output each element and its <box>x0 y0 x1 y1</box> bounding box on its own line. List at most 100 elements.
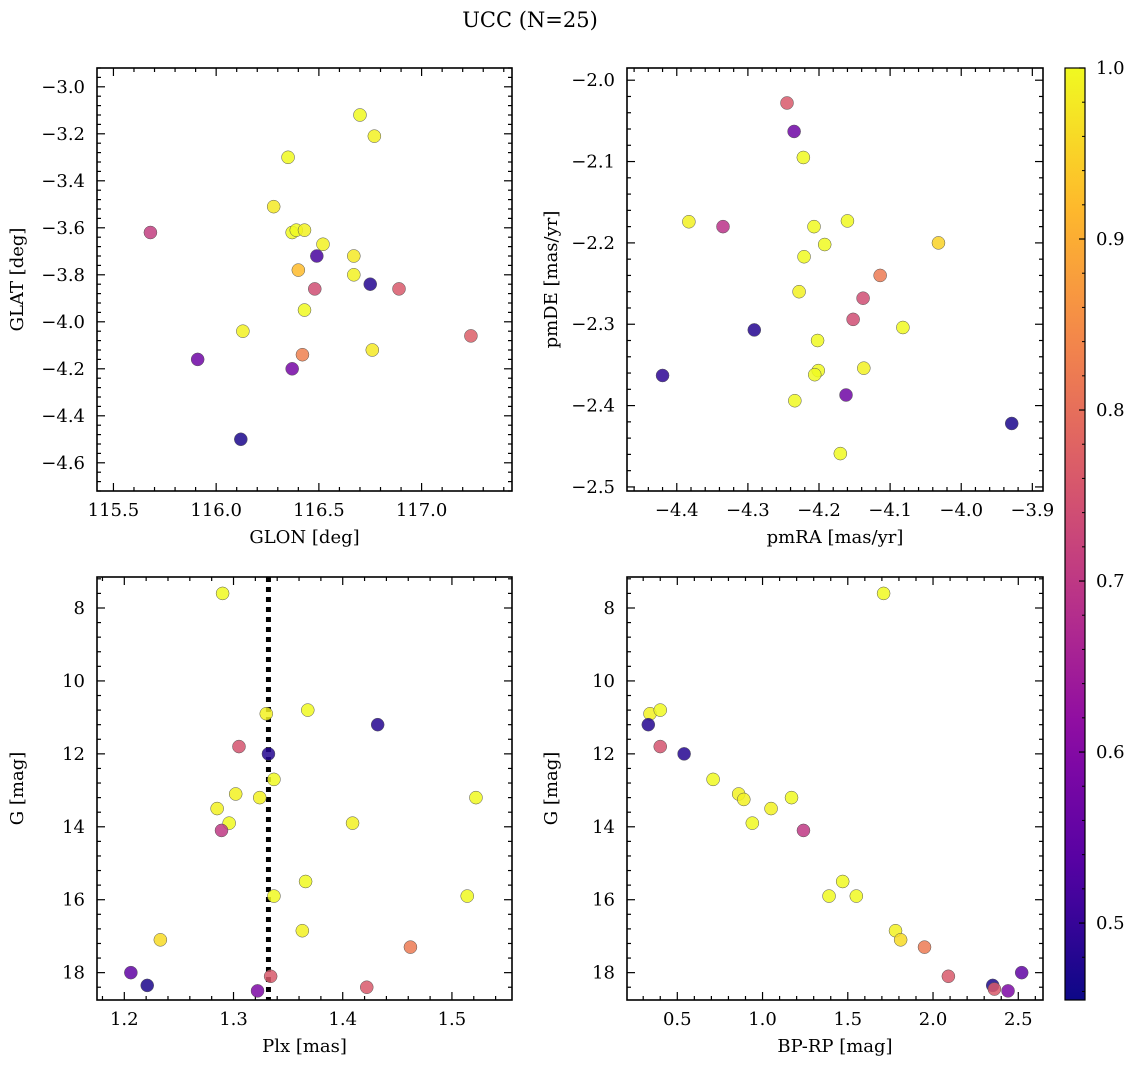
scatter-point <box>266 199 281 214</box>
panel-4: 0.5 1.0 1.5 2.0 2.5 8 10 12 14 16 18 BP-RP [mag] G [… <box>541 576 1044 1057</box>
y-tick-label: 18 <box>62 963 85 984</box>
scatter-point <box>281 150 295 165</box>
scatter-point <box>1004 416 1019 431</box>
axes-frame <box>96 576 513 1001</box>
x-axis-label: Plx [mas] <box>262 1036 347 1057</box>
colorbar-tick-label: 0.7 <box>1096 571 1125 592</box>
scatter-point <box>788 393 802 408</box>
x-tick-label: 1.2 <box>110 1009 139 1030</box>
scatter-point <box>360 980 374 994</box>
scatter-point <box>267 889 281 903</box>
colorbar: 0.5 0.6 0.7 0.8 0.9 1.0 <box>1064 58 1125 1001</box>
x-tick-label: 1.4 <box>328 1009 357 1030</box>
scatter-point <box>214 823 229 838</box>
y-tick-label: 12 <box>62 744 85 765</box>
y-tick-label: −3.2 <box>41 124 85 145</box>
scatter-point <box>252 790 267 805</box>
scatter-point <box>124 965 138 980</box>
y-tick-label: −2.1 <box>571 152 615 173</box>
scatter-point <box>285 362 299 376</box>
scatter-point <box>917 940 932 954</box>
scatter-point <box>840 214 855 228</box>
x-tick-label: 2.0 <box>919 1009 948 1030</box>
y-tick-label: −3.6 <box>41 218 85 239</box>
x-tick-label: −4.0 <box>939 500 983 521</box>
scatter-point <box>655 368 670 383</box>
scatter-point <box>295 923 310 938</box>
figure-title: UCC (N=25) <box>462 8 598 32</box>
scatter-point <box>896 320 910 335</box>
colorbar-tick-label: 0.9 <box>1096 229 1125 250</box>
plot-area <box>641 586 1029 998</box>
x-axis-label: BP-RP [mag] <box>777 1036 892 1057</box>
scatter-point <box>796 150 811 165</box>
y-tick-label: 14 <box>62 817 85 838</box>
scatter-point <box>682 214 696 229</box>
scatter-point <box>460 889 474 903</box>
scatter-point <box>849 889 864 903</box>
x-tick-label: 116.5 <box>293 500 345 521</box>
scatter-point <box>267 772 281 787</box>
colorbar-gradient <box>1064 67 1086 1001</box>
scatter-point <box>234 432 248 447</box>
y-tick-label: −4.6 <box>41 453 85 474</box>
x-tick-label: −4.1 <box>868 500 912 521</box>
x-tick-label: 1.3 <box>219 1009 248 1030</box>
scatter-point <box>297 303 312 317</box>
scatter-point <box>856 291 870 305</box>
y-axis-label: pmDE [mas/yr] <box>541 211 562 349</box>
panels: 115.5 116.0 116.5 117.0 −3.0 −3.2 −3.4 −3.6 −3.8… <box>7 67 1054 1057</box>
x-tick-label: 116.0 <box>190 500 242 521</box>
scatter-point <box>347 249 361 263</box>
scatter-point <box>1014 965 1029 980</box>
scatter-point <box>792 284 806 299</box>
scatter-point <box>370 717 385 732</box>
scatter-point <box>796 823 811 838</box>
scatter-point <box>893 933 908 947</box>
scatter-point <box>931 236 946 250</box>
x-tick-label: 1.5 <box>438 1009 467 1030</box>
scatter-point <box>653 739 667 754</box>
scatter-point <box>464 329 478 343</box>
scatter-point <box>839 388 853 402</box>
scatter-point <box>308 282 322 296</box>
scatter-point <box>810 333 825 348</box>
y-tick-label: 8 <box>604 598 615 619</box>
y-axis-label: G [mag] <box>7 752 28 825</box>
scatter-point <box>232 739 246 754</box>
scatter-point <box>250 984 265 998</box>
scatter-point <box>301 703 315 717</box>
scatter-point <box>780 96 794 110</box>
scatter-point <box>469 790 483 805</box>
axes-frame <box>96 67 513 492</box>
scatter-point <box>706 772 720 787</box>
y-tick-label: −2.5 <box>571 477 615 498</box>
y-tick-label: 18 <box>592 963 615 984</box>
x-tick-label: −4.3 <box>726 500 770 521</box>
x-tick-label: 117.0 <box>396 500 448 521</box>
x-tick-label: −4.4 <box>655 500 699 521</box>
scatter-point <box>347 268 361 282</box>
colorbar-tick-label: 0.8 <box>1096 400 1125 421</box>
scatter-point <box>987 982 1002 996</box>
scatter-point <box>737 792 751 807</box>
scatter-point <box>784 790 799 805</box>
scatter-point <box>295 347 310 362</box>
panel-1: 115.5 116.0 116.5 117.0 −3.0 −3.2 −3.4 −3.6 −3.8… <box>7 67 513 548</box>
scatter-point <box>297 223 312 237</box>
scatter-point <box>833 446 848 461</box>
x-tick-label: 1.5 <box>833 1009 862 1030</box>
scatter-point <box>941 969 956 984</box>
scatter-point <box>857 361 871 375</box>
y-tick-label: 10 <box>592 671 615 692</box>
scatter-point <box>365 343 380 357</box>
x-tick-label: −3.9 <box>1010 500 1054 521</box>
scatter-point <box>291 263 306 277</box>
scatter-point <box>403 940 418 954</box>
scatter-point <box>210 801 224 816</box>
y-axis-label: G [mag] <box>541 752 562 825</box>
scatter-point <box>228 787 243 801</box>
scatter-point <box>764 801 778 816</box>
scatter-point <box>807 219 821 234</box>
